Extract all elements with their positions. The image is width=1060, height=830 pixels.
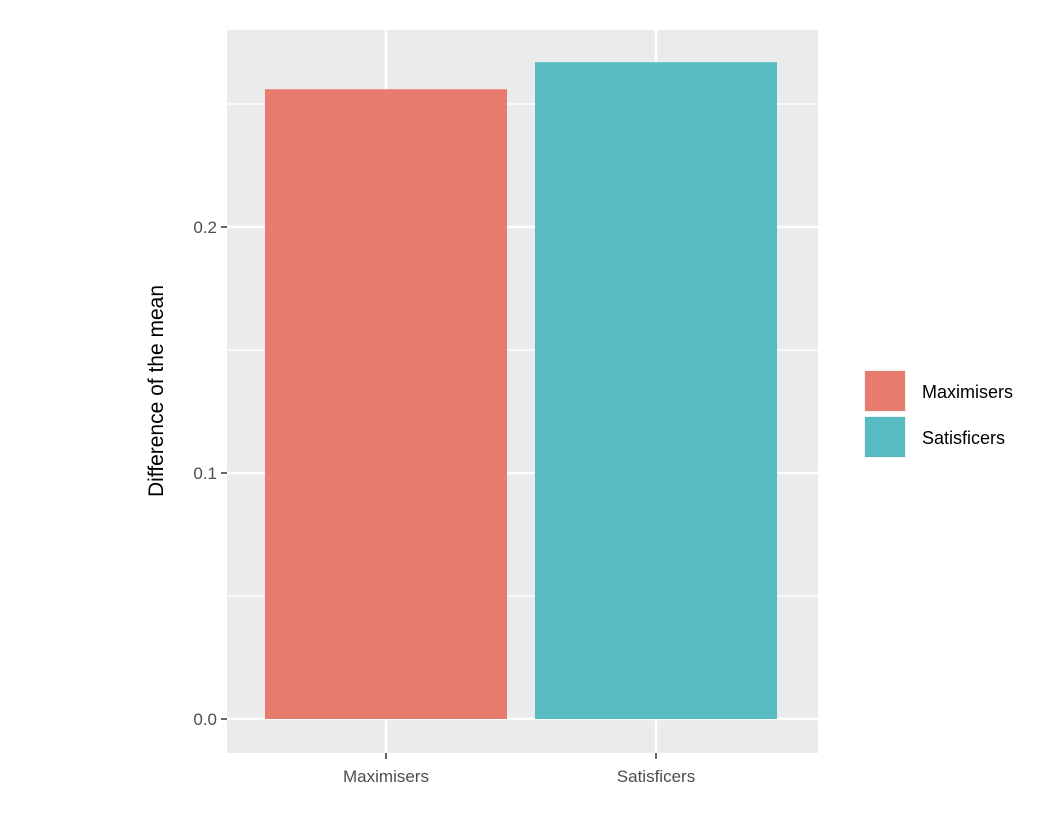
y-tick-label: 0.2: [193, 218, 217, 237]
bars: [265, 62, 777, 720]
legend-label: Maximisers: [922, 382, 1013, 402]
x-tick-label: Satisficers: [617, 767, 695, 786]
y-axis-title: Difference of the mean: [145, 285, 168, 497]
legend-label: Satisficers: [922, 428, 1005, 448]
x-tick-label: Maximisers: [343, 767, 429, 786]
bar-maximisers: [265, 89, 507, 720]
y-tick-label: 0.1: [193, 464, 217, 483]
bar-satisficers: [535, 62, 777, 720]
legend-swatch: [865, 417, 905, 457]
x-axis: Maximisers Satisficers: [343, 753, 695, 786]
y-axis: 0.0 0.1 0.2: [193, 218, 227, 729]
legend-swatch: [865, 371, 905, 411]
legend: Maximisers Satisficers: [864, 370, 1013, 458]
y-tick-label: 0.0: [193, 710, 217, 729]
